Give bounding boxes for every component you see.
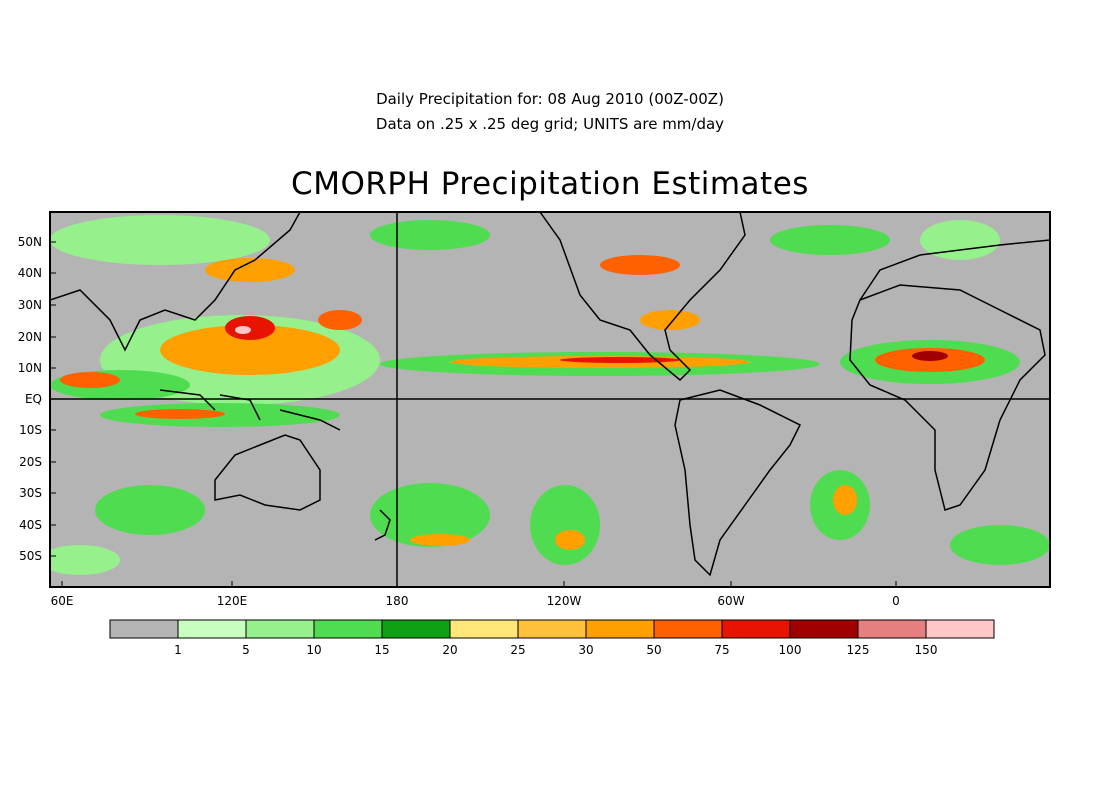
rain-band — [410, 534, 470, 546]
lon-label: 120W — [547, 594, 582, 608]
lat-label: 40S — [19, 518, 42, 532]
legend-swatch — [925, 619, 995, 639]
rain-band — [600, 255, 680, 275]
lat-label: 30S — [19, 486, 42, 500]
lon-label: 60E — [51, 594, 74, 608]
rain-band — [95, 485, 205, 535]
legend-swatch — [517, 619, 587, 639]
coastline-africa — [849, 284, 1046, 511]
legend-swatch — [653, 619, 723, 639]
rain-band — [50, 215, 270, 265]
legend-label: 30 — [578, 643, 593, 657]
legend-label: 150 — [915, 643, 938, 657]
legend-swatch — [585, 619, 655, 639]
legend-swatch — [789, 619, 859, 639]
color-legend: 1 5 10 15 20 25 30 50 75 100 125 150 — [109, 619, 995, 657]
latitude-labels: 50N 40N 30N 20N 10N EQ 10S 20S 30S 40S 50S — [18, 235, 56, 563]
lat-label: 10N — [18, 361, 42, 375]
rain-band — [555, 530, 585, 550]
legend-swatch — [857, 619, 927, 639]
legend-label: 20 — [442, 643, 457, 657]
lat-label: 40N — [18, 266, 42, 280]
coastline-new-zealand — [374, 509, 391, 541]
rain-band — [225, 316, 275, 340]
lat-label: 20N — [18, 330, 42, 344]
legend-label: 125 — [847, 643, 870, 657]
coastline-europe-asia — [50, 212, 1050, 352]
rain-band — [160, 325, 340, 375]
legend-swatch — [245, 619, 315, 639]
rain-band — [530, 485, 600, 565]
lon-label: 120E — [217, 594, 248, 608]
legend-swatch — [177, 619, 247, 639]
coastline-south-america — [674, 389, 802, 577]
map-title: CMORPH Precipitation Estimates — [291, 166, 809, 202]
lat-label: 10S — [19, 423, 42, 437]
rain-band — [770, 225, 890, 255]
coastline-maritime-continent — [159, 389, 341, 431]
legend-label: 100 — [779, 643, 802, 657]
legend-swatch — [313, 619, 383, 639]
rain-band — [920, 220, 1000, 260]
legend-swatch — [449, 619, 519, 639]
coastline-australia — [214, 434, 321, 511]
subtitle-date: Daily Precipitation for: 08 Aug 2010 (00… — [376, 90, 724, 108]
rain-band — [135, 409, 225, 419]
rain-band — [370, 483, 490, 547]
lat-label: 50S — [19, 549, 42, 563]
legend-label: 1 — [174, 643, 182, 657]
legend-label: 75 — [714, 643, 729, 657]
rain-band — [50, 545, 120, 575]
precipitation-field — [50, 215, 1050, 575]
rain-band — [560, 357, 680, 363]
coastline-north-america — [539, 212, 746, 382]
legend-swatch — [381, 619, 451, 639]
legend-label: 25 — [510, 643, 525, 657]
rain-band — [235, 326, 251, 334]
rain-band — [318, 310, 362, 330]
lat-label: EQ — [25, 392, 42, 406]
rain-band — [205, 258, 295, 282]
rain-band — [950, 525, 1050, 565]
lat-label: 50N — [18, 235, 42, 249]
lon-label: 180 — [386, 594, 409, 608]
coastlines — [50, 212, 1050, 577]
rain-band — [912, 351, 948, 361]
legend-label: 50 — [646, 643, 661, 657]
lat-label: 30N — [18, 298, 42, 312]
rain-band — [60, 372, 120, 388]
lon-label: 60W — [717, 594, 744, 608]
rain-band — [370, 220, 490, 250]
rain-band — [640, 310, 700, 330]
lat-label: 20S — [19, 455, 42, 469]
legend-swatch — [721, 619, 791, 639]
legend-label: 15 — [374, 643, 389, 657]
legend-label: 5 — [242, 643, 250, 657]
lon-label: 0 — [892, 594, 900, 608]
rain-band — [833, 485, 857, 515]
subtitle-units: Data on .25 x .25 deg grid; UNITS are mm… — [375, 115, 725, 133]
legend-label: 10 — [306, 643, 321, 657]
legend-swatch — [109, 619, 179, 639]
longitude-labels: 60E 120E 180 120W 60W 0 — [51, 581, 900, 608]
